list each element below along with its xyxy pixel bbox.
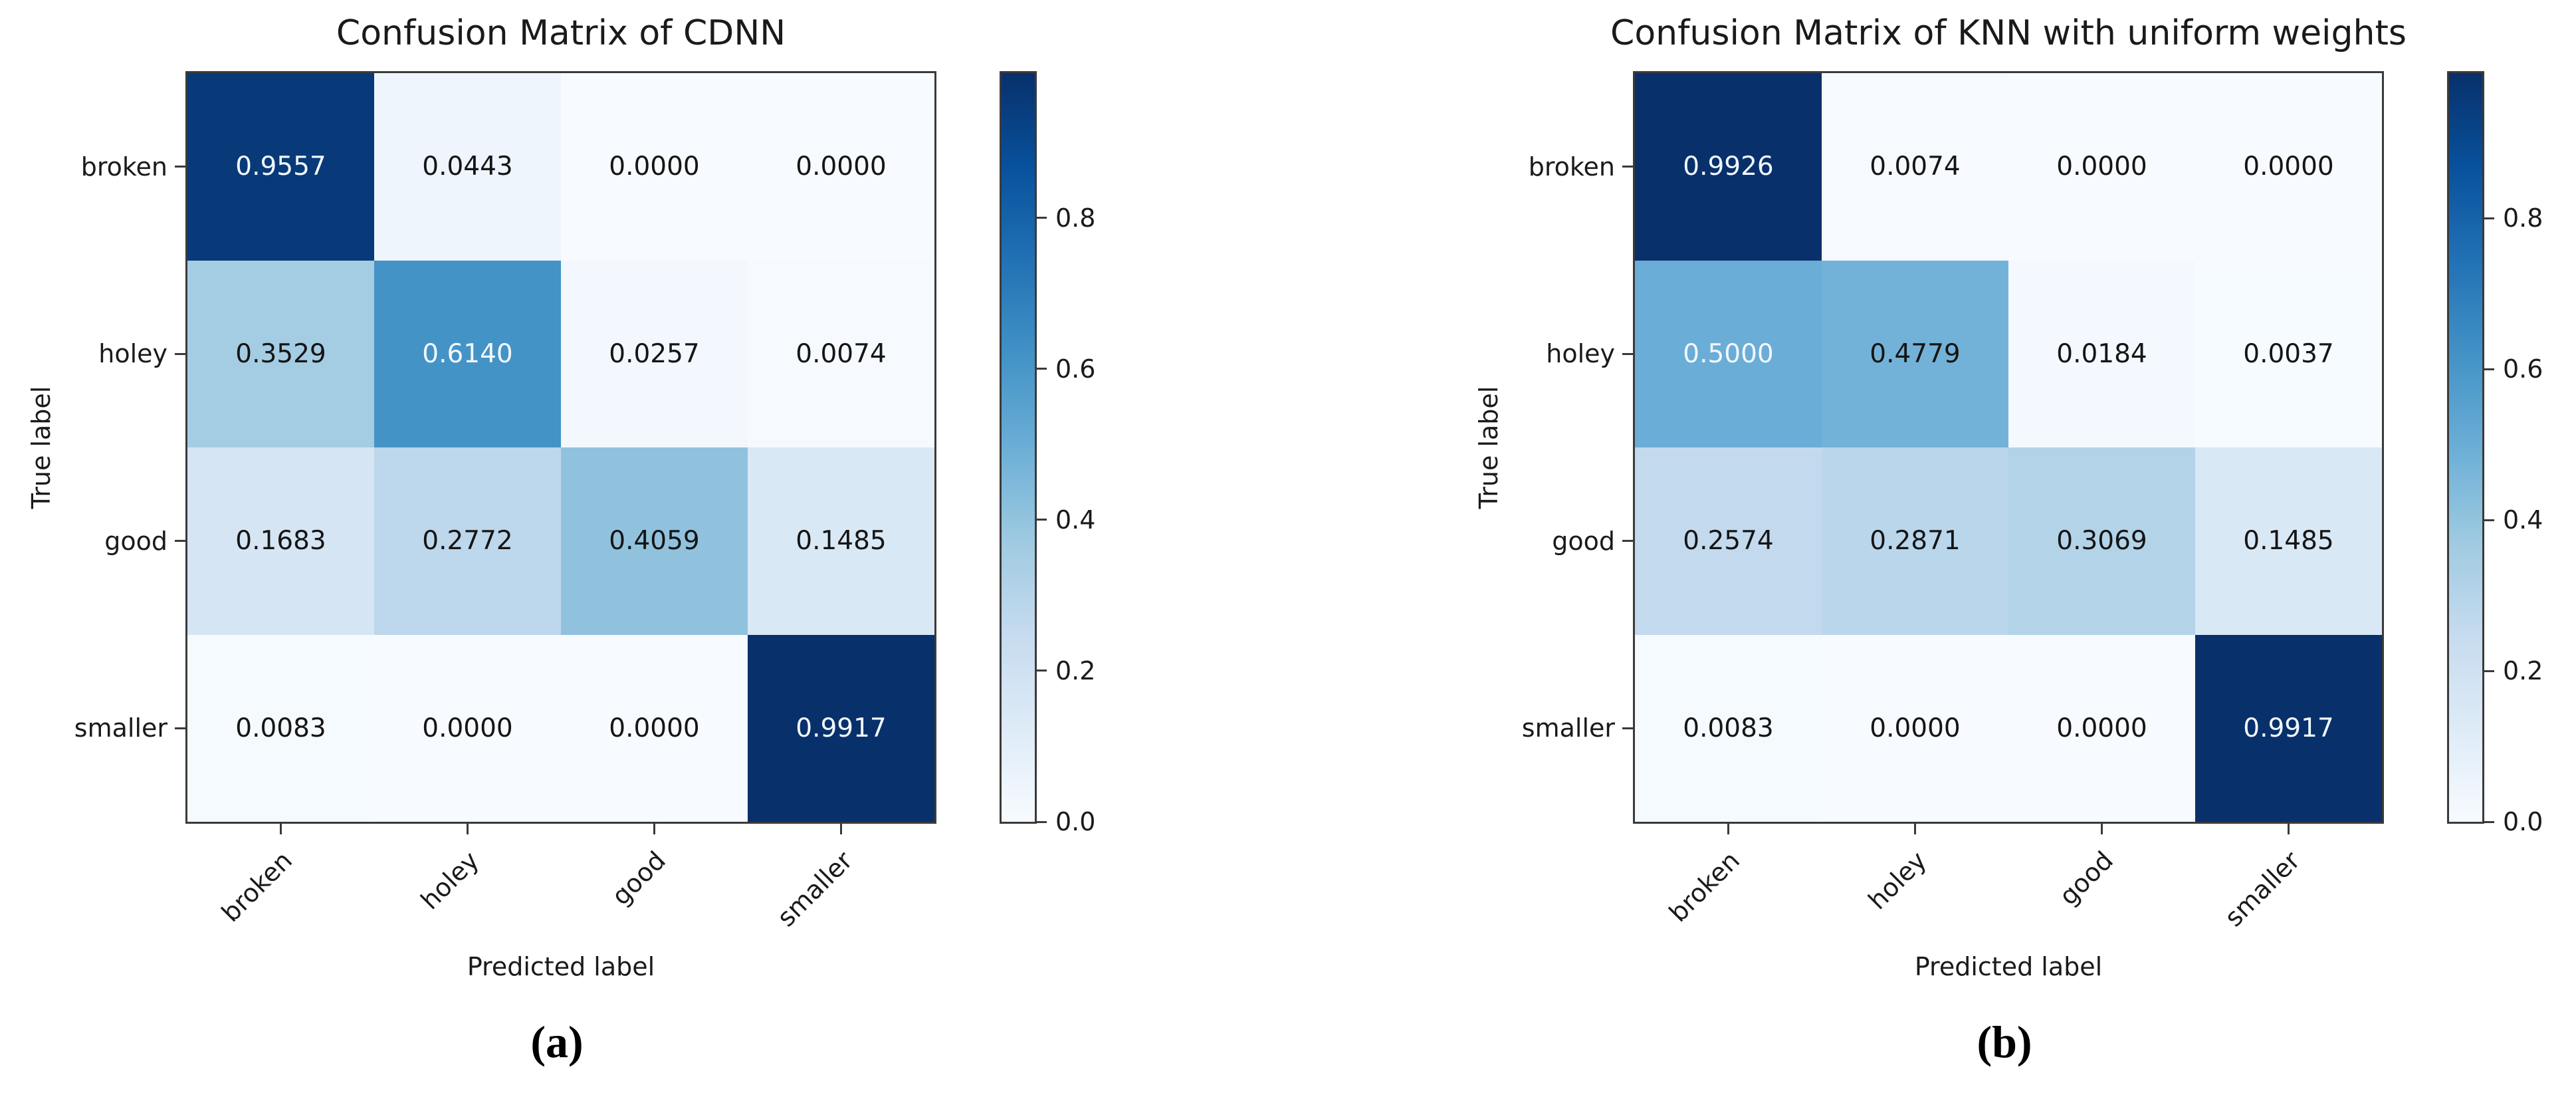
heatmap-cell: 0.2871 (1822, 447, 2008, 635)
heatmap-cell: 0.0000 (2195, 73, 2382, 261)
heatmap-cell: 0.0000 (1822, 634, 2008, 822)
x-tick-mark (1727, 824, 1729, 834)
heatmap-cell: 0.0000 (561, 634, 748, 822)
heatmap-cell: 0.9557 (187, 73, 374, 261)
colorbar-tick-mark (1037, 368, 1047, 370)
heatmap-cell: 0.9917 (748, 634, 934, 822)
y-tick-label: broken (1528, 152, 1615, 182)
colorbar-tick-label: 0.6 (1055, 354, 1096, 384)
colorbar-tick-mark (1037, 670, 1047, 672)
heatmap-cell: 0.1485 (748, 447, 934, 635)
colorbar-tick-mark (2484, 820, 2494, 823)
x-tick-label: broken (1663, 846, 1745, 928)
panel-a: Confusion Matrix of CDNN True label 0.95… (27, 13, 1096, 1067)
heatmap-cell: 0.0000 (374, 634, 561, 822)
y-tick-label: smaller (74, 713, 167, 743)
colorbar-tick-mark (1037, 217, 1047, 219)
y-tick-label: good (104, 526, 167, 556)
heatmap-cell: 0.0000 (2008, 73, 2195, 261)
chart-title-b: Confusion Matrix of KNN with uniform wei… (1610, 13, 2407, 53)
heatmap-cell: 0.2772 (374, 447, 561, 635)
heatmap-cell: 0.4779 (1822, 260, 2008, 447)
y-tick-mark (175, 727, 185, 729)
x-tick-mark (280, 824, 282, 834)
colorbar-tick-label: 0.8 (1055, 203, 1096, 233)
heatmap-cell: 0.0037 (2195, 260, 2382, 447)
colorbar-tick-label: 0.6 (2503, 354, 2543, 384)
x-tick-label: broken (215, 846, 298, 928)
colorbar-tick-label: 0.4 (1055, 505, 1096, 535)
x-tick-label: smaller (771, 846, 858, 933)
heatmap-cell: 0.0000 (748, 73, 934, 261)
subfigure-caption-a: (a) (530, 1017, 584, 1067)
colorbar-tick-mark (2484, 368, 2494, 370)
heatmap-cell: 0.0074 (1822, 73, 2008, 261)
x-axis-label-a: Predicted label (467, 952, 655, 981)
heatmap-cell: 0.1683 (187, 447, 374, 635)
colorbar-tick-mark (2484, 519, 2494, 521)
y-tick-mark (175, 166, 185, 168)
heatmap-cell: 0.3529 (187, 260, 374, 447)
heatmap-cell: 0.6140 (374, 260, 561, 447)
y-axis-label-b: True label (1474, 386, 1503, 509)
heatmap-matrix-a: 0.9557 0.0443 0.0000 0.0000 0.3529 0.6140 0.02… (185, 71, 936, 824)
colorbar-tick-mark (2484, 217, 2494, 219)
heatmap-cell: 0.5000 (1635, 260, 1822, 447)
colorbar-tick-mark (1037, 519, 1047, 521)
y-tick-label: smaller (1521, 713, 1615, 743)
heatmap-cell: 0.0074 (748, 260, 934, 447)
subfigure-caption-b: (b) (1977, 1017, 2032, 1067)
colorbar-tick-mark (2484, 670, 2494, 672)
panel-b: Confusion Matrix of KNN with uniform wei… (1448, 0, 2576, 1101)
heatmap-cell: 0.9917 (2195, 634, 2382, 822)
colorbar-tick-mark (1037, 820, 1047, 823)
heatmap-cell: 0.3069 (2008, 447, 2195, 635)
y-tick-mark (175, 352, 185, 355)
x-tick-mark (1914, 824, 1916, 834)
heatmap-cell: 0.2574 (1635, 447, 1822, 635)
y-tick-label: holey (98, 339, 167, 369)
heatmap-matrix-b: 0.9926 0.0074 0.0000 0.0000 0.5000 0.4779 0.01… (1633, 71, 2384, 824)
y-tick-mark (1622, 166, 1633, 168)
colorbar-tick-label: 0.2 (1055, 656, 1096, 685)
chart-title-a: Confusion Matrix of CDNN (336, 13, 786, 53)
colorbar-tick-label: 0.8 (2503, 203, 2543, 233)
y-axis-label-a: True label (27, 386, 56, 509)
colorbar-tick-label: 0.0 (1055, 807, 1096, 836)
x-tick-label: holey (1862, 846, 1932, 916)
colorbar-tick-label: 0.0 (2503, 807, 2543, 836)
x-tick-label: good (2053, 846, 2119, 912)
y-tick-mark (1622, 352, 1633, 355)
y-tick-mark (1622, 727, 1633, 729)
y-tick-label: good (1552, 526, 1615, 556)
colorbar-a (1000, 71, 1037, 824)
x-axis-label-b: Predicted label (1914, 952, 2103, 981)
heatmap-cell: 0.4059 (561, 447, 748, 635)
heatmap-cell: 0.0083 (187, 634, 374, 822)
y-tick-mark (175, 540, 185, 543)
y-tick-label: holey (1546, 339, 1615, 369)
x-tick-mark (467, 824, 469, 834)
x-tick-mark (653, 824, 655, 834)
y-tick-label: broken (80, 152, 167, 182)
y-tick-mark (1622, 540, 1633, 543)
colorbar-tick-label: 0.4 (2503, 505, 2543, 535)
heatmap-cell: 0.0184 (2008, 260, 2195, 447)
heatmap-cell: 0.0000 (2008, 634, 2195, 822)
x-tick-mark (840, 824, 842, 834)
heatmap-cell: 0.0083 (1635, 634, 1822, 822)
x-tick-mark (2288, 824, 2290, 834)
heatmap-cell: 0.0000 (561, 73, 748, 261)
heatmap-cell: 0.0443 (374, 73, 561, 261)
x-tick-label: smaller (2218, 846, 2306, 933)
x-tick-label: good (605, 846, 671, 912)
heatmap-cell: 0.0257 (561, 260, 748, 447)
x-tick-mark (2101, 824, 2103, 834)
colorbar-tick-label: 0.2 (2503, 656, 2543, 686)
heatmap-cell: 0.9926 (1635, 73, 1822, 261)
x-tick-label: holey (415, 846, 484, 916)
colorbar-b (2447, 71, 2484, 824)
heatmap-cell: 0.1485 (2195, 447, 2382, 635)
